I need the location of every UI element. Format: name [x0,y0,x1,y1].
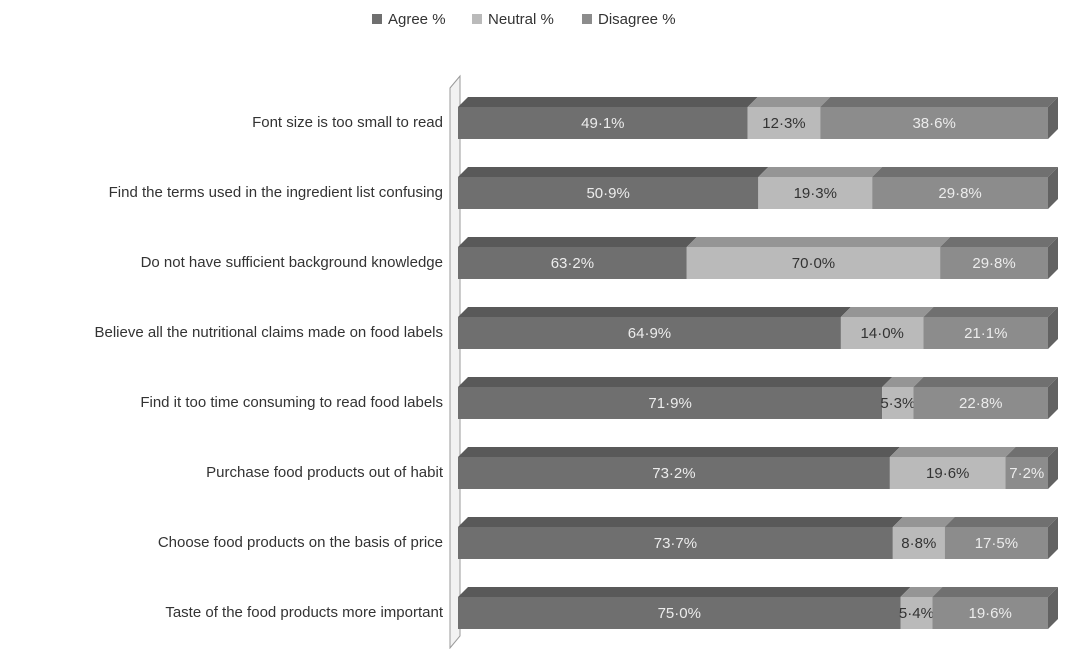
bar-top [458,517,903,527]
bar-side [1048,237,1058,279]
value-label: 14·0% [861,325,904,342]
category-label: Purchase food products out of habit [206,464,444,481]
bar-top [686,237,951,247]
value-label: 63·2% [551,255,594,272]
bar-top [820,97,1058,107]
bar-side [1048,517,1058,559]
value-label: 73·7% [654,535,697,552]
bar-top [1005,447,1058,457]
value-label: 70·0% [792,255,835,272]
bar [458,247,687,279]
bar [458,457,890,489]
bar-top [458,237,697,247]
bar [747,107,821,139]
bar [932,597,1048,629]
value-label: 12·3% [762,115,805,132]
bar [458,527,893,559]
bar-top [458,97,758,107]
bar-side [1048,167,1058,209]
bar-top [458,587,911,597]
bar [900,597,933,629]
bar-top [840,307,934,317]
category-label: Find the terms used in the ingredient li… [109,184,443,201]
value-label: 29·8% [972,255,1015,272]
bar [458,597,901,629]
bar-top [872,167,1058,177]
bar-top [913,377,1058,387]
value-label: 73·2% [652,465,695,482]
bar-top [458,307,851,317]
value-label: 7·2% [1009,465,1044,482]
category-label: Choose food products on the basis of pri… [158,534,443,551]
bar [458,387,883,419]
value-label: 75·0% [658,605,701,622]
category-label: Find it too time consuming to read food … [140,394,443,411]
bar-top [923,307,1058,317]
bar-top [889,447,1016,457]
bar-top [900,587,943,597]
bar [872,177,1048,209]
bar-top [747,97,831,107]
value-label: 5·4% [899,605,934,622]
bar-top [932,587,1058,597]
bar [923,317,1048,349]
value-label: 17·5% [975,535,1018,552]
value-label: 8·8% [901,535,936,552]
bar-side [1048,377,1058,419]
bar [940,247,1048,279]
bar [882,387,914,419]
legend-label: Agree % [388,11,446,28]
bar-top [458,447,900,457]
value-label: 19·6% [926,465,969,482]
legend-swatch [582,14,592,24]
value-label: 5·3% [880,395,915,412]
value-label: 38·6% [912,115,955,132]
value-label: 22·8% [959,395,1002,412]
bar-top [882,377,924,387]
bar [686,247,941,279]
bar [458,107,748,139]
bar [913,387,1048,419]
legend-swatch [472,14,482,24]
bar [840,317,924,349]
bar [458,317,841,349]
value-label: 64·9% [628,325,671,342]
category-label: Font size is too small to read [252,114,443,131]
legend-label: Neutral % [488,11,554,28]
bar-top [940,237,1058,247]
legend-label: Disagree % [598,11,676,28]
bar-side [1048,447,1058,489]
bar [1005,457,1048,489]
bar-top [892,517,955,527]
value-label: 19·3% [794,185,837,202]
bar-side [1048,97,1058,139]
value-label: 49·1% [581,115,624,132]
bar-top [458,377,893,387]
value-label: 29·8% [938,185,981,202]
bar-top [758,167,883,177]
bar-top [944,517,1058,527]
bar [944,527,1048,559]
value-label: 19·6% [969,605,1012,622]
bar [758,177,873,209]
category-label: Taste of the food products more importan… [165,604,443,621]
bar-top [458,167,769,177]
value-label: 21·1% [964,325,1007,342]
bar [889,457,1006,489]
category-label: Believe all the nutritional claims made … [94,324,443,341]
value-label: 71·9% [648,395,691,412]
bar-side [1048,307,1058,349]
value-label: 50·9% [586,185,629,202]
bar-side [1048,587,1058,629]
chart-wall [449,74,461,649]
bar [820,107,1048,139]
category-label: Do not have sufficient background knowle… [141,254,443,271]
bar [458,177,759,209]
legend-swatch [372,14,382,24]
bar [892,527,945,559]
